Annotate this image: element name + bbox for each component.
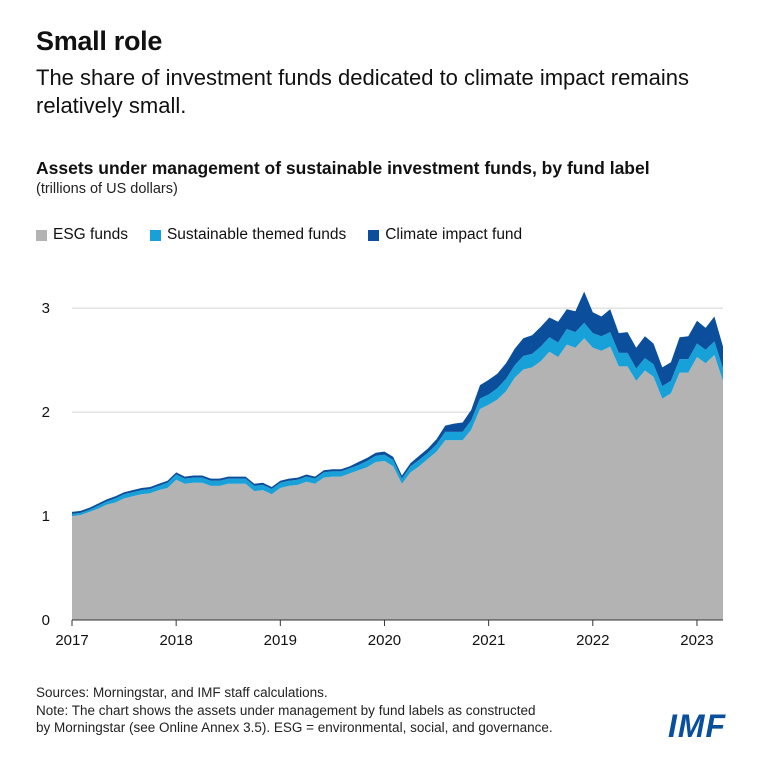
legend-swatch-esg xyxy=(36,229,47,241)
x-tick-label-2017: 2017 xyxy=(55,632,88,649)
legend-item-sustainable-themed: Sustainable themed funds xyxy=(149,226,347,244)
chart-notes: Sources: Morningstar, and IMF staff calc… xyxy=(36,684,656,737)
y-tick-label-0: 0 xyxy=(42,612,50,629)
imf-logo: IMF xyxy=(668,708,727,744)
chart-units: (trillions of US dollars) xyxy=(36,181,178,197)
x-tick-label-2020: 2020 xyxy=(368,632,401,649)
x-tick-label-2018: 2018 xyxy=(159,632,192,649)
x-tick-label-2022: 2022 xyxy=(576,632,609,649)
legend-item-climate-impact: Climate impact fund xyxy=(368,226,522,244)
x-tick-label-2023: 2023 xyxy=(680,632,713,649)
legend-swatch-climate-impact xyxy=(368,229,380,241)
legend-label-climate-impact: Climate impact fund xyxy=(385,226,523,243)
legend-item-esg: ESG funds xyxy=(36,226,128,244)
y-tick-label-2: 2 xyxy=(42,404,50,421)
sources-text: Sources: Morningstar, and IMF staff calc… xyxy=(36,685,328,700)
note-text-line-2: by Morningstar (see Online Annex 3.5). E… xyxy=(36,720,553,735)
area-series-esg xyxy=(72,338,723,620)
y-tick-label-3: 3 xyxy=(42,300,50,317)
chart-legend: ESG funds Sustainable themed funds Clima… xyxy=(36,226,522,244)
x-tick-label-2019: 2019 xyxy=(264,632,297,649)
legend-label-sustainable-themed: Sustainable themed funds xyxy=(166,226,347,243)
chart-title: Assets under management of sustainable i… xyxy=(36,158,650,178)
x-tick-label-2021: 2021 xyxy=(472,632,505,649)
legend-label-esg: ESG funds xyxy=(53,226,128,243)
page-title: Small role xyxy=(36,26,163,56)
legend-swatch-sustainable-themed xyxy=(149,229,161,241)
y-tick-label-1: 1 xyxy=(42,508,50,525)
note-text-line-1: Note: The chart shows the assets under m… xyxy=(36,702,536,718)
page-subtitle: The share of investment funds dedicated … xyxy=(36,65,689,118)
